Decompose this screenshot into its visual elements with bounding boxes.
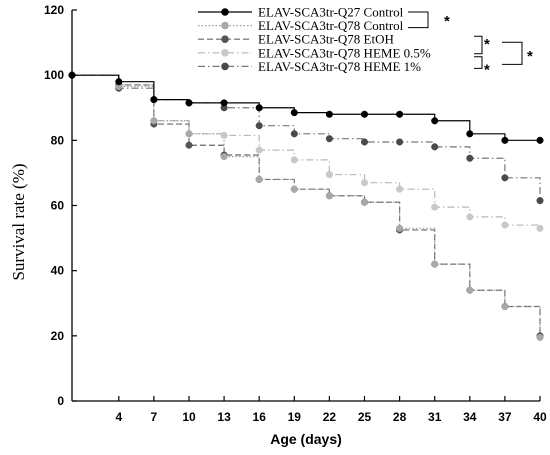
significance-star: * [484, 61, 490, 78]
data-point [360, 110, 369, 118]
data-point [255, 175, 263, 183]
series-line [72, 74, 541, 229]
data-point [360, 198, 369, 206]
data-point [431, 117, 439, 125]
data-point [536, 136, 544, 144]
significance-star: * [527, 48, 533, 65]
data-point [466, 213, 474, 221]
data-point [150, 117, 158, 125]
data-point [536, 197, 544, 205]
legend-label: ELAV-SCA3tr-Q78 HEME 1% [258, 59, 421, 74]
series-line [72, 74, 541, 201]
data-point [431, 260, 439, 268]
data-point [360, 179, 369, 187]
y-axis-title: Survival rate (%) [9, 163, 28, 280]
data-point [115, 78, 123, 86]
significance-star: * [484, 36, 490, 53]
y-tick-label: 80 [51, 133, 65, 147]
data-point [255, 122, 263, 130]
x-tick-label: 10 [182, 410, 196, 424]
bracket-heme05-heme1 [474, 56, 483, 69]
legend-marker [221, 62, 229, 71]
x-tick-label: 16 [253, 410, 267, 424]
data-point [325, 170, 333, 179]
data-point [501, 221, 509, 229]
data-point [290, 185, 298, 193]
data-point [431, 203, 439, 211]
legend-label: ELAV-SCA3tr-Q27 Control [258, 5, 404, 20]
plot-markers [68, 71, 544, 342]
x-tick-label: 40 [533, 410, 547, 424]
data-point [360, 138, 369, 146]
data-point [325, 135, 333, 143]
significance-brackets: * * * * [408, 11, 533, 78]
data-point [185, 141, 193, 149]
data-point [220, 99, 228, 107]
data-point [396, 224, 404, 232]
legend-marker [221, 21, 229, 30]
x-axis-title: Age (days) [270, 431, 342, 447]
x-tick-label: 4 [115, 410, 122, 424]
y-tick-label: 20 [51, 329, 65, 343]
data-point [431, 143, 439, 151]
data-point [185, 99, 193, 107]
bracket-etoh-heme05 [474, 35, 483, 55]
data-point [396, 110, 404, 118]
data-point [150, 96, 158, 104]
data-point [255, 104, 263, 112]
data-point [325, 192, 333, 200]
data-point [501, 174, 509, 182]
x-tick-label: 34 [463, 410, 477, 424]
data-point [536, 224, 544, 232]
data-point [466, 154, 474, 162]
data-point [220, 131, 228, 139]
legend-marker [221, 49, 229, 57]
data-point [290, 109, 298, 117]
data-point [325, 110, 333, 118]
data-point [466, 286, 474, 294]
data-point [466, 130, 474, 138]
data-point [255, 146, 263, 154]
y-tick-label: 100 [44, 68, 64, 82]
data-point [536, 333, 544, 342]
data-point [501, 136, 509, 144]
x-tick-label: 31 [428, 410, 442, 424]
y-tick-label: 0 [57, 394, 64, 408]
data-point [396, 185, 404, 193]
series-line [72, 74, 541, 338]
tick-labels: 0 20 40 60 80 100 120 4 7 10 13 16 19 22 25 28 31 34 37 40 [44, 3, 547, 424]
data-point [501, 302, 509, 311]
legend-label: ELAV-SCA3tr-Q78 Control [258, 18, 404, 33]
legend-label: ELAV-SCA3tr-Q78 EtOH [258, 32, 394, 47]
x-tick-label: 19 [288, 410, 302, 424]
x-tick-label: 13 [217, 410, 231, 424]
x-tick-label: 37 [498, 410, 512, 424]
data-point [220, 153, 228, 161]
data-point [290, 130, 298, 138]
data-point [290, 156, 298, 164]
data-point [185, 130, 193, 138]
bracket-outer [502, 41, 523, 65]
y-tick-label: 120 [44, 3, 64, 17]
y-tick-label: 40 [51, 264, 65, 278]
legend-marker [221, 35, 229, 44]
legend-marker [221, 8, 229, 16]
legend-label: ELAV-SCA3tr-Q78 HEME 0.5% [258, 45, 431, 60]
bracket-q27-q78 [408, 11, 429, 29]
y-tick-label: 60 [51, 199, 65, 213]
axes [71, 9, 541, 402]
plot-lines [72, 74, 541, 338]
significance-star: * [444, 13, 450, 30]
series-line [72, 74, 541, 336]
data-point [396, 138, 404, 146]
x-tick-label: 7 [151, 410, 158, 424]
x-tick-label: 22 [323, 410, 337, 424]
x-tick-label: 25 [358, 410, 372, 424]
x-tick-label: 28 [393, 410, 407, 424]
